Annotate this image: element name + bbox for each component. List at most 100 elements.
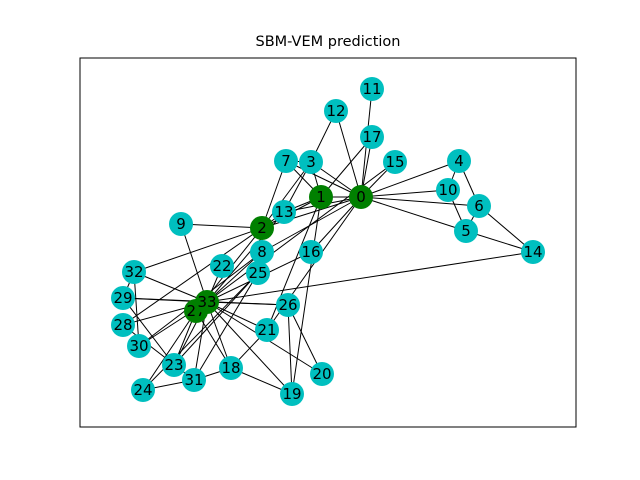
edge-0-4 <box>360 160 460 198</box>
node-25: 25 <box>246 261 270 285</box>
node-label-23: 23 <box>164 356 183 374</box>
node-23: 23 <box>162 353 186 377</box>
node-circle-19 <box>280 382 304 406</box>
node-circle-31 <box>182 368 206 392</box>
edge-2-9 <box>180 223 263 229</box>
node-17: 17 <box>360 125 384 149</box>
node-10: 10 <box>436 178 460 202</box>
node-label-10: 10 <box>438 181 457 199</box>
node-0: 0 <box>349 185 373 209</box>
edge-15-33 <box>206 161 396 303</box>
edge-25-31 <box>193 272 259 381</box>
edge-9-33 <box>180 223 208 303</box>
edge-0-10 <box>360 189 449 198</box>
node-label-0: 0 <box>356 188 366 206</box>
node-circle-29 <box>111 286 135 310</box>
node-circle-21 <box>255 318 279 342</box>
node-label-25: 25 <box>248 264 267 282</box>
node-label-3: 3 <box>306 153 316 171</box>
node-7: 7 <box>274 149 298 173</box>
node-circle-14 <box>521 240 545 264</box>
node-1: 1 <box>309 185 333 209</box>
node-label-28: 28 <box>113 316 132 334</box>
node-24: 24 <box>131 378 155 402</box>
node-circle-8 <box>250 240 274 264</box>
edge-14-33 <box>206 251 534 303</box>
edge-0-12 <box>335 110 362 198</box>
node-label-14: 14 <box>523 243 542 261</box>
node-30: 30 <box>127 334 151 358</box>
chart-title: SBM-VEM prediction <box>255 34 401 50</box>
node-32: 32 <box>122 260 146 284</box>
node-circle-10 <box>436 178 460 202</box>
node-2: 2 <box>250 216 274 240</box>
node-11: 11 <box>360 77 384 101</box>
node-label-2: 2 <box>257 219 267 237</box>
edge-2-28 <box>122 227 263 326</box>
node-label-8: 8 <box>257 243 267 261</box>
node-circle-6 <box>467 194 491 218</box>
node-label-4: 4 <box>454 152 464 170</box>
node-31: 31 <box>182 368 206 392</box>
node-label-29: 29 <box>113 289 132 307</box>
node-29: 29 <box>111 286 135 310</box>
edge-0-7 <box>285 160 362 198</box>
node-8: 8 <box>250 240 274 264</box>
node-circle-17 <box>360 125 384 149</box>
node-label-24: 24 <box>133 381 152 399</box>
node-14: 14 <box>521 240 545 264</box>
node-label-5: 5 <box>461 222 471 240</box>
node-circle-23 <box>162 353 186 377</box>
node-circle-13 <box>272 200 296 224</box>
node-circle-11 <box>360 77 384 101</box>
node-circle-12 <box>324 99 348 123</box>
edge-32-33 <box>133 271 208 303</box>
node-circle-33 <box>195 290 219 314</box>
node-26: 26 <box>276 293 300 317</box>
node-circle-30 <box>127 334 151 358</box>
node-label-26: 26 <box>278 296 297 314</box>
node-circle-16 <box>299 240 323 264</box>
node-circle-20 <box>310 362 334 386</box>
edge-8-33 <box>206 251 263 303</box>
node-16: 16 <box>299 240 323 264</box>
node-label-19: 19 <box>282 385 301 403</box>
edge-1-19 <box>291 196 322 395</box>
node-label-31: 31 <box>184 371 203 389</box>
edge-2-3 <box>261 161 312 229</box>
node-circle-1 <box>309 185 333 209</box>
node-label-11: 11 <box>362 80 381 98</box>
node-circle-26 <box>276 293 300 317</box>
node-21: 21 <box>255 318 279 342</box>
edge-0-6 <box>360 196 480 207</box>
node-label-32: 32 <box>124 263 143 281</box>
node-label-6: 6 <box>474 197 484 215</box>
edge-0-16 <box>310 196 362 253</box>
node-3: 3 <box>299 150 323 174</box>
node-circle-9 <box>169 212 193 236</box>
node-circle-24 <box>131 378 155 402</box>
edge-26-20 <box>287 304 323 375</box>
node-label-30: 30 <box>129 337 148 355</box>
node-label-20: 20 <box>312 365 331 383</box>
node-circle-4 <box>447 149 471 173</box>
node-15: 15 <box>383 150 407 174</box>
node-18: 18 <box>219 356 243 380</box>
edge-0-2 <box>261 196 362 229</box>
edge-24-27 <box>142 310 197 391</box>
node-circle-32 <box>122 260 146 284</box>
edge-1-21 <box>266 196 322 331</box>
node-label-22: 22 <box>212 257 231 275</box>
edge-0-5 <box>360 196 467 232</box>
node-circle-18 <box>219 356 243 380</box>
node-9: 9 <box>169 212 193 236</box>
node-19: 19 <box>280 382 304 406</box>
node-circle-25 <box>246 261 270 285</box>
node-28: 28 <box>111 313 135 337</box>
edge-26-19 <box>287 304 293 395</box>
node-circle-15 <box>383 150 407 174</box>
node-label-33: 33 <box>197 293 216 311</box>
node-circle-3 <box>299 150 323 174</box>
